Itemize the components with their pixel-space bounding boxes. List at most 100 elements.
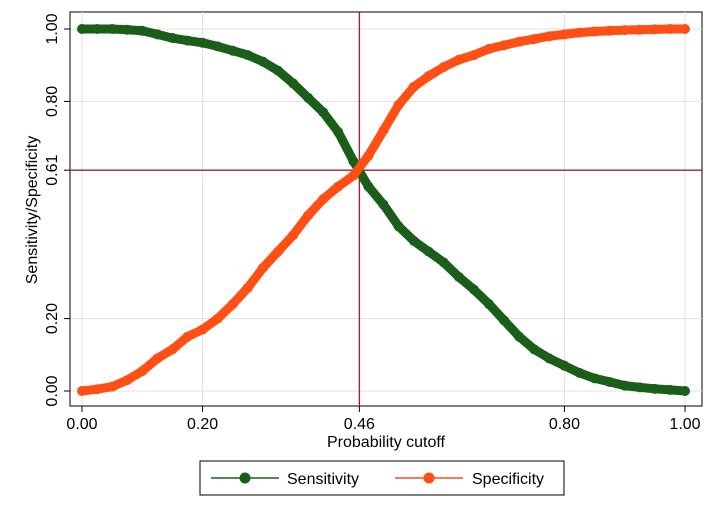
data-point-sensitivity xyxy=(77,24,87,34)
data-point-sensitivity xyxy=(167,33,178,44)
data-point-specificity xyxy=(212,313,223,324)
data-point-sensitivity xyxy=(378,199,389,210)
data-point-sensitivity xyxy=(438,257,449,268)
y-tick-label: 0.80 xyxy=(44,86,61,117)
data-point-sensitivity xyxy=(363,181,374,192)
data-point-sensitivity xyxy=(227,45,238,56)
y-tick-label: 0.00 xyxy=(44,375,61,406)
data-point-specificity xyxy=(468,50,479,61)
data-point-sensitivity xyxy=(468,284,479,295)
data-point-specificity xyxy=(242,282,253,293)
legend: Sensitivity Specificity xyxy=(199,460,565,496)
data-point-specificity xyxy=(393,100,404,111)
data-point-specificity xyxy=(438,62,449,73)
y-tick-label: 0.61 xyxy=(44,155,61,186)
data-point-specificity xyxy=(152,353,163,364)
data-point-specificity xyxy=(649,24,660,35)
data-point-sensitivity xyxy=(182,35,193,46)
data-point-specificity xyxy=(408,81,419,92)
data-point-sensitivity xyxy=(197,37,208,48)
legend-label-specificity: Specificity xyxy=(472,471,544,488)
series-specificity xyxy=(77,24,690,396)
data-point-specificity xyxy=(619,25,630,36)
data-point-specificity xyxy=(348,170,359,181)
data-point-specificity xyxy=(272,246,283,257)
data-point-specificity xyxy=(333,181,344,192)
data-point-sensitivity xyxy=(92,24,103,34)
data-point-specificity xyxy=(182,331,193,342)
data-point-specificity xyxy=(484,43,495,54)
x-tick-label: 0.20 xyxy=(187,416,218,433)
x-axis-label: Probability cutoff xyxy=(327,434,446,451)
data-point-specificity xyxy=(604,25,615,36)
data-point-sensitivity xyxy=(288,78,299,89)
data-point-specificity xyxy=(92,384,103,395)
x-tick-label: 0.46 xyxy=(344,416,375,433)
data-point-sensitivity xyxy=(152,29,163,40)
data-point-specificity xyxy=(589,26,600,37)
data-point-specificity xyxy=(453,54,464,65)
data-point-sensitivity xyxy=(122,24,133,35)
data-point-specificity xyxy=(423,71,434,82)
data-point-specificity xyxy=(634,24,645,35)
data-point-specificity xyxy=(122,375,133,386)
y-axis-label: Sensitivity/Specificity xyxy=(24,136,41,285)
data-point-sensitivity xyxy=(453,271,464,282)
legend-marker-sensitivity xyxy=(239,472,251,484)
data-point-sensitivity xyxy=(559,360,570,371)
data-point-sensitivity xyxy=(589,373,600,384)
y-tick-label: 1.00 xyxy=(44,13,61,44)
data-point-sensitivity xyxy=(107,24,118,34)
data-point-sensitivity xyxy=(574,367,585,378)
legend-marker-specificity xyxy=(423,472,435,484)
data-point-sensitivity xyxy=(408,235,419,246)
data-point-sensitivity xyxy=(257,56,268,67)
x-tick-label: 0.80 xyxy=(549,416,580,433)
data-point-sensitivity xyxy=(514,331,525,342)
data-point-specificity xyxy=(227,299,238,310)
y-tick-label: 0.20 xyxy=(44,303,61,334)
data-point-specificity xyxy=(197,324,208,335)
x-tick-label: 1.00 xyxy=(669,416,700,433)
data-point-sensitivity xyxy=(634,382,645,393)
data-point-sensitivity xyxy=(544,353,555,364)
data-point-specificity xyxy=(559,29,570,40)
data-point-sensitivity xyxy=(604,376,615,387)
data-point-sensitivity xyxy=(484,299,495,310)
data-point-sensitivity xyxy=(393,221,404,232)
data-point-sensitivity xyxy=(137,25,148,36)
series-sensitivity xyxy=(77,24,690,396)
data-point-specificity xyxy=(544,31,555,42)
data-point-specificity xyxy=(303,210,314,221)
data-point-specificity xyxy=(363,150,374,161)
data-point-sensitivity xyxy=(318,107,329,118)
data-point-specificity xyxy=(137,366,148,377)
data-point-specificity xyxy=(288,230,299,241)
data-point-sensitivity xyxy=(499,315,510,326)
data-point-specificity xyxy=(107,381,118,392)
data-point-specificity xyxy=(680,24,690,34)
data-point-specificity xyxy=(499,40,510,51)
data-point-sensitivity xyxy=(619,380,630,391)
data-point-specificity xyxy=(529,34,540,45)
x-tick-label: 0.00 xyxy=(66,416,97,433)
data-point-sensitivity xyxy=(333,127,344,138)
data-point-sensitivity xyxy=(242,50,253,61)
data-point-specificity xyxy=(378,125,389,136)
data-point-sensitivity xyxy=(664,384,675,395)
data-point-sensitivity xyxy=(529,344,540,355)
data-point-sensitivity xyxy=(423,246,434,257)
data-point-specificity xyxy=(318,194,329,205)
legend-label-sensitivity: Sensitivity xyxy=(287,471,359,488)
data-point-sensitivity xyxy=(303,92,314,103)
data-point-sensitivity xyxy=(272,65,283,76)
data-point-specificity xyxy=(514,36,525,47)
data-point-sensitivity xyxy=(212,41,223,52)
data-point-specificity xyxy=(77,386,87,396)
data-point-specificity xyxy=(664,24,675,34)
data-point-sensitivity xyxy=(348,156,359,167)
data-point-sensitivity xyxy=(649,383,660,394)
data-point-specificity xyxy=(257,262,268,273)
data-point-specificity xyxy=(574,27,585,38)
